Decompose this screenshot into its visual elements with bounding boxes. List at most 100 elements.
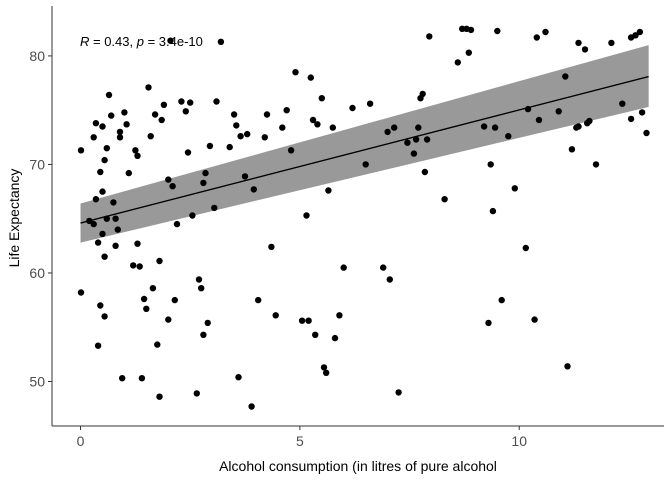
annotation-r-label: R — [80, 34, 89, 49]
data-point — [415, 124, 422, 131]
data-point — [491, 124, 499, 131]
x-ticks: 0 5 10 — [77, 426, 527, 449]
data-point — [643, 129, 650, 137]
data-point — [237, 133, 244, 140]
data-point — [465, 49, 472, 56]
data-point — [505, 133, 512, 140]
data-point — [384, 128, 391, 136]
data-point — [94, 239, 102, 246]
data-point — [268, 243, 275, 251]
data-point — [77, 289, 85, 296]
y-ticks: 50 60 70 80 — [29, 48, 52, 390]
annotation-p-text: = 3.4e-10 — [144, 34, 203, 49]
data-point — [627, 115, 635, 123]
annotation-r-text: = 0.43, — [89, 34, 136, 49]
data-point — [119, 375, 126, 382]
data-point — [90, 134, 97, 141]
data-point — [230, 111, 238, 118]
data-point — [149, 285, 157, 292]
data-point — [419, 90, 426, 98]
y-tick-label: 80 — [29, 48, 45, 64]
data-point — [636, 28, 644, 36]
data-point — [132, 147, 139, 154]
data-point — [112, 215, 119, 222]
data-point — [184, 149, 192, 156]
data-point — [272, 312, 279, 319]
data-point — [145, 84, 152, 91]
data-point — [459, 25, 466, 32]
data-point — [255, 296, 262, 304]
data-point — [147, 133, 154, 140]
y-tick-label: 60 — [29, 265, 45, 281]
data-point — [261, 134, 268, 141]
x-tick-label: 0 — [77, 433, 85, 449]
data-point — [156, 257, 163, 265]
y-tick-label: 70 — [29, 156, 45, 172]
data-point — [77, 147, 85, 154]
data-point — [103, 145, 111, 152]
data-point — [165, 176, 172, 183]
data-point — [309, 116, 317, 124]
data-point — [121, 109, 128, 116]
data-point — [235, 374, 242, 381]
data-point — [101, 156, 108, 164]
data-point — [241, 173, 249, 180]
x-axis-title: Alcohol consumption (in litres of pure a… — [219, 458, 497, 474]
data-point — [329, 124, 336, 131]
data-point — [318, 95, 325, 102]
data-point — [441, 196, 448, 203]
data-point — [182, 108, 189, 115]
data-point — [105, 91, 113, 99]
data-point — [92, 120, 100, 127]
data-point — [412, 136, 420, 143]
data-point — [395, 389, 402, 396]
data-point — [134, 152, 141, 159]
data-point — [283, 107, 290, 114]
data-point — [336, 312, 343, 319]
data-point — [331, 334, 339, 342]
data-point — [592, 161, 600, 168]
data-point — [202, 169, 209, 177]
data-point — [204, 319, 211, 327]
data-point — [193, 390, 200, 397]
data-point — [97, 168, 104, 176]
y-tick-label: 50 — [29, 374, 45, 390]
data-point — [200, 331, 207, 338]
data-point — [138, 375, 146, 382]
confidence-band-layer — [80, 45, 649, 243]
correlation-annotation: R = 0.43, p = 3.4e-10 — [80, 34, 203, 49]
data-point — [248, 403, 255, 410]
data-point — [410, 150, 418, 157]
data-point — [511, 185, 518, 192]
data-point — [158, 116, 165, 124]
data-point — [564, 363, 571, 370]
data-point — [325, 187, 332, 194]
data-point — [116, 134, 124, 141]
data-point — [99, 188, 106, 195]
data-point — [555, 108, 562, 115]
data-point — [562, 73, 569, 80]
data-point — [213, 98, 220, 105]
data-point — [154, 341, 161, 348]
data-point — [575, 123, 582, 130]
data-point — [533, 34, 540, 41]
data-point — [423, 136, 431, 143]
data-point — [233, 122, 240, 129]
data-point — [108, 112, 115, 119]
data-point — [305, 317, 312, 324]
data-point — [167, 37, 174, 44]
data-point — [195, 276, 203, 283]
data-point — [178, 98, 185, 105]
data-point — [535, 116, 543, 124]
x-tick-label: 5 — [296, 433, 304, 449]
data-point — [386, 276, 393, 283]
data-point — [485, 319, 492, 327]
data-point — [171, 296, 178, 304]
data-point — [160, 101, 168, 109]
data-point — [380, 264, 387, 271]
data-point — [114, 226, 122, 233]
data-point — [568, 146, 576, 153]
data-point — [498, 296, 505, 304]
data-point — [494, 27, 501, 35]
data-point — [581, 46, 589, 53]
